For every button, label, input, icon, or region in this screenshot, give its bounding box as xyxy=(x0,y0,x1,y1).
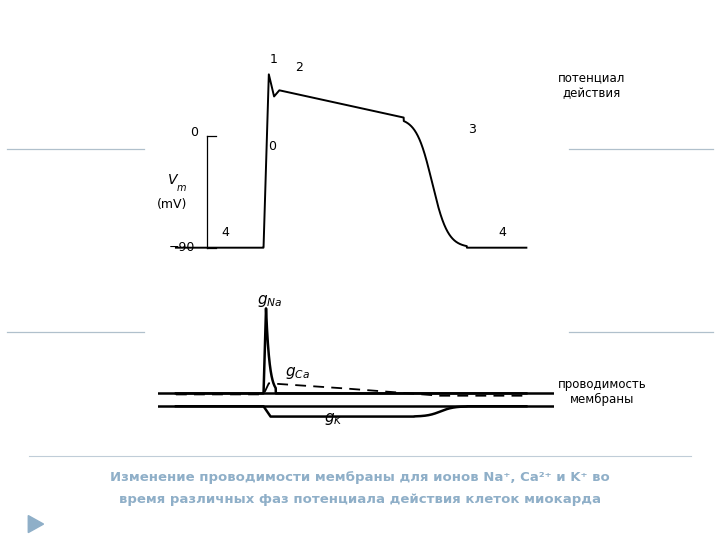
Text: 4: 4 xyxy=(498,226,505,239)
Text: $g_K$: $g_K$ xyxy=(324,411,343,427)
Text: Изменение проводимости мембраны для ионов Na⁺, Ca²⁺ и K⁺ во: Изменение проводимости мембраны для ионо… xyxy=(110,471,610,484)
Text: 0: 0 xyxy=(189,126,198,139)
Text: 2: 2 xyxy=(295,61,303,74)
Text: $g_{Ca}$: $g_{Ca}$ xyxy=(284,365,310,381)
Text: $g_{Na}$: $g_{Na}$ xyxy=(256,293,282,309)
Polygon shape xyxy=(28,516,44,532)
Text: проводимость
мембраны: проводимость мембраны xyxy=(558,378,647,406)
Text: 3: 3 xyxy=(469,124,477,137)
Text: V: V xyxy=(168,172,177,186)
Text: (mV): (mV) xyxy=(157,198,188,211)
Text: 4: 4 xyxy=(221,226,229,239)
Text: 1: 1 xyxy=(270,52,278,65)
Text: время различных фаз потенциала действия клеток миокарда: время различных фаз потенциала действия … xyxy=(119,493,601,506)
Text: m: m xyxy=(176,183,186,193)
Text: 0: 0 xyxy=(268,140,276,153)
Text: потенциал
действия: потенциал действия xyxy=(558,72,625,100)
Text: −90: −90 xyxy=(168,241,195,254)
